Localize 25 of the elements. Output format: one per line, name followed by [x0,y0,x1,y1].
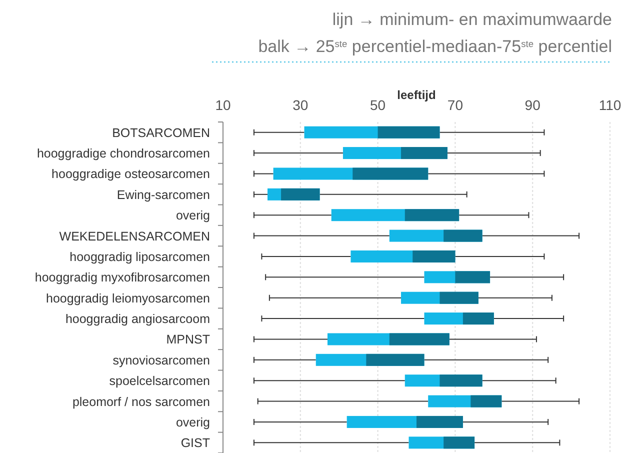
y-tick-label: spoelcelsarcomen [109,374,210,388]
x-tick-label: 70 [447,97,464,113]
y-tick-label: WEKEDELENSARCOMEN [59,229,210,244]
y-tick-label: pleomorf / nos sarcomen [72,394,210,409]
y-tick-label: hooggradige chondrosarcomen [36,146,210,161]
y-tick-label: hooggradig leiomyosarcomen [46,291,210,306]
y-tick-label: hooggradig angiosarcoom [65,312,210,326]
x-tick-label: 90 [524,97,541,113]
y-tick-label: overig [176,415,210,430]
y-tick-label: synoviosarcomen [112,353,210,368]
x-axis-title: leeftijd [397,88,436,102]
chart-subtitle: balk → 25$^{ste}$ percentiel-mediaan-75$^{ste}$ percentiel [258,37,612,56]
y-tick-label: overig [176,208,210,223]
y-tick-label: hooggradige osteosarcomen [52,167,210,182]
y-tick-label: GIST [180,436,210,450]
x-tick-label: 110 [598,97,622,113]
x-tick-label: 10 [215,97,231,113]
x-tick-label: 50 [370,97,386,113]
y-tick-label: hooggradig liposarcomen [70,250,210,264]
y-tick-label: MPNST [166,332,210,347]
y-tick-label: hooggradig myxofibrosarcomen [34,270,210,285]
y-tick-label: BOTSARCOMEN [112,126,210,140]
y-tick-label: Ewing-sarcomen [116,188,210,202]
x-tick-label: 30 [292,97,308,113]
chart-title: lijn → minimum- en maximumwaarde [332,10,612,29]
